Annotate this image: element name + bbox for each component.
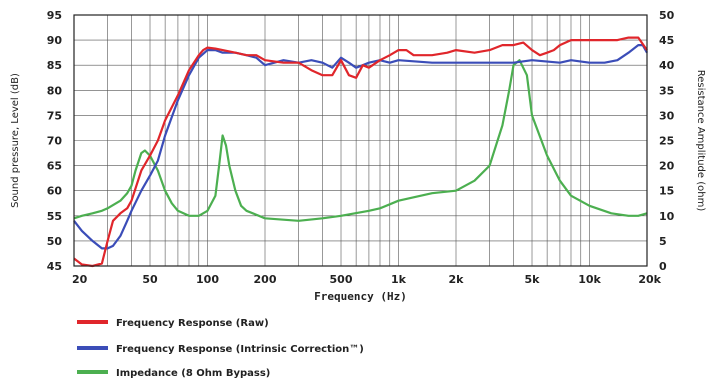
y-tick-label-left: 75: [47, 109, 62, 122]
y-tick-label-right: 35: [659, 84, 674, 97]
x-tick-label: 1k: [391, 273, 407, 286]
series-lines: [73, 36, 648, 268]
plot-frame: [73, 14, 648, 267]
legend: Frequency Response (Raw) Frequency Respon…: [77, 318, 364, 378]
y-tick-label-right: 40: [659, 59, 675, 72]
x-tick-label: 20k: [638, 273, 661, 286]
legend-label: Frequency Response (Raw): [116, 318, 269, 329]
x-tick-label: 2k: [449, 273, 465, 286]
y-tick-label-right: 45: [659, 34, 674, 47]
y-tick-label-left: 55: [47, 210, 62, 223]
y-tick-label-left: 60: [47, 185, 63, 198]
grid: [74, 15, 647, 266]
legend-label: Impedance (8 Ohm Bypass): [116, 368, 270, 378]
x-ticks: 20 50 100 200 500 1k 2k 5k 10k 20k: [72, 273, 662, 286]
y-tick-label-left: 95: [47, 9, 62, 22]
y-tick-label-right: 10: [659, 210, 675, 223]
y-tick-label-right: 15: [659, 185, 674, 198]
y-axis-title-right: Resistance Amplitude (ohm): [695, 70, 706, 212]
y-ticks-left: 45 50 55 60 65 70 75 80 85 90 95: [47, 9, 63, 273]
y-tick-label-right: 20: [659, 160, 675, 173]
y-tick-label-left: 70: [47, 135, 63, 148]
x-tick-label: 10k: [578, 273, 601, 286]
x-tick-label: 5k: [525, 273, 541, 286]
y-tick-label-left: 65: [47, 160, 62, 173]
x-tick-label: 100: [196, 273, 219, 286]
y-tick-label-left: 90: [47, 34, 63, 47]
y-tick-label-right: 50: [659, 9, 675, 22]
y-tick-label-right: 25: [659, 135, 674, 148]
x-tick-label: 50: [142, 273, 158, 286]
legend-label: Frequency Response (Intrinsic Correction…: [116, 344, 364, 355]
series-line-3: [73, 59, 648, 222]
y-ticks-right: 0 5 10 15 20 25 30 35 40 45 50: [659, 9, 675, 273]
y-tick-label-left: 50: [47, 235, 63, 248]
x-tick-label: 500: [330, 273, 353, 286]
x-axis-title: Frequency (Hz): [314, 290, 407, 303]
y-tick-label-left: 45: [47, 260, 62, 273]
series-line-2: [73, 44, 648, 250]
y-tick-label-left: 85: [47, 59, 62, 72]
y-tick-label-right: 5: [659, 235, 667, 248]
series-line-1: [73, 36, 648, 268]
x-tick-label: 200: [254, 273, 277, 286]
x-tick-label: 20: [72, 273, 88, 286]
y-tick-label-right: 30: [659, 109, 675, 122]
y-tick-label-right: 0: [659, 260, 667, 273]
y-axis-title-left: Sound pressure, Level (dB): [10, 73, 21, 208]
y-tick-label-left: 80: [47, 84, 63, 97]
